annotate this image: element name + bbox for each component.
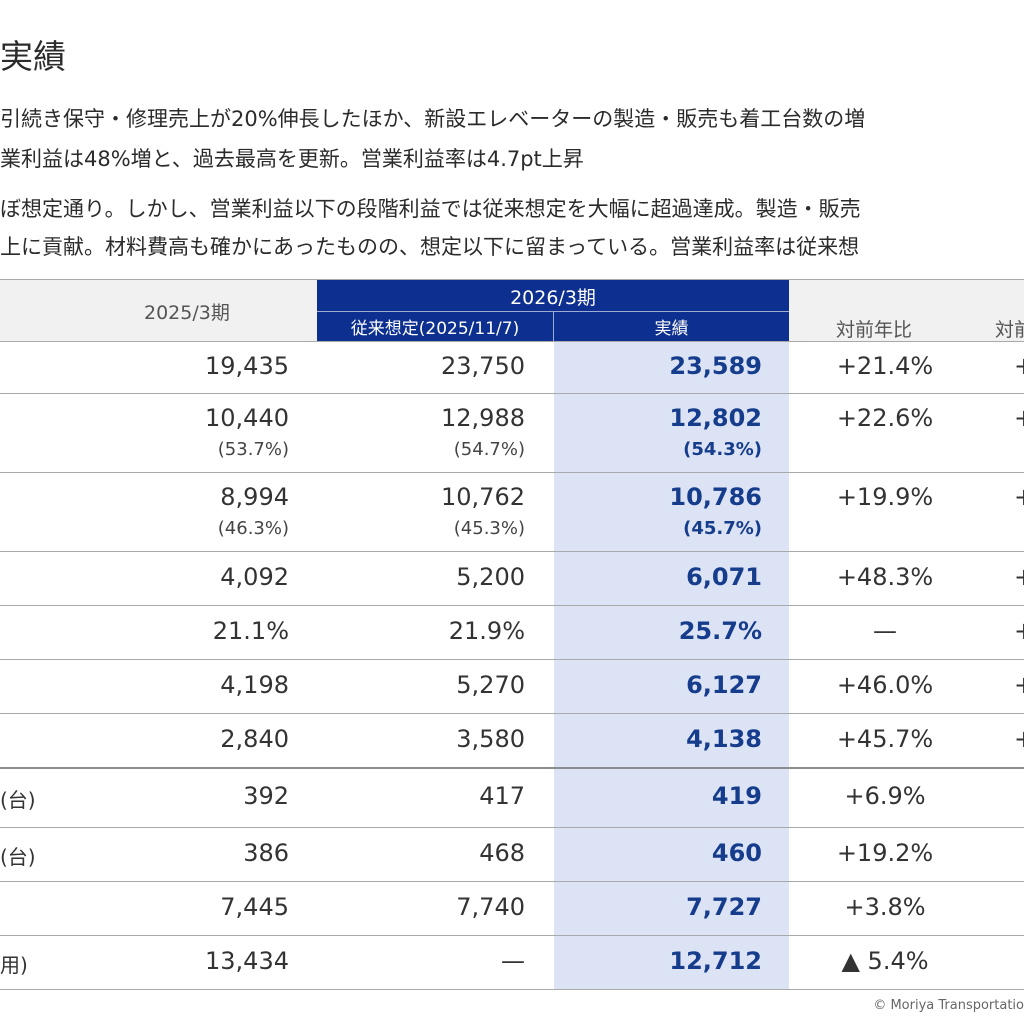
table-rule xyxy=(0,341,1024,342)
header-actual: 実績 xyxy=(654,319,689,339)
table-rule xyxy=(0,713,1024,714)
table-rule xyxy=(0,605,1024,606)
cell-yoy: — xyxy=(873,617,897,645)
header-forecast: 従来想定(2025/11/7) xyxy=(350,319,520,339)
cell-yoy: ▲ 5.4% xyxy=(841,947,929,975)
cell-yoy: +45.7% xyxy=(836,725,934,753)
copyright-footer: © Moriya Transportatio xyxy=(873,998,1024,1013)
header-current-year: 2026/3期 xyxy=(510,287,596,309)
cell-actual-ratio: (45.7%) xyxy=(683,518,762,539)
cell-prev-year: 19,435 xyxy=(205,352,289,380)
table-rule xyxy=(0,551,1024,552)
page-title: 実績 xyxy=(0,37,66,76)
cell-yoy: +48.3% xyxy=(836,563,934,591)
cell-actual: 23,589 xyxy=(669,352,762,380)
cell-actual: 6,127 xyxy=(686,671,762,699)
cell-forecast: 5,270 xyxy=(456,671,525,699)
header-prev-year: 2025/3期 xyxy=(144,302,230,324)
cell-forecast: 7,740 xyxy=(456,893,525,921)
cell-prev-year: 4,092 xyxy=(220,563,289,591)
summary-line-1: 引続き保守・修理売上が20%伸長したほか、新設エレベーターの製造・販売も着工台数… xyxy=(0,107,866,131)
cell-actual: 12,802 xyxy=(669,404,762,432)
header-divider xyxy=(317,311,789,312)
cell-actual-ratio: (54.3%) xyxy=(683,439,762,460)
table-rule xyxy=(0,279,1024,280)
cell-forecast-ratio: (54.7%) xyxy=(453,439,525,460)
row-label: (台) xyxy=(0,788,36,812)
cell-actual: 7,727 xyxy=(686,893,762,921)
cell-prev-year: 7,445 xyxy=(220,893,289,921)
cell-prev-year: 13,434 xyxy=(205,947,289,975)
summary-line-4: 上に貢献。材料費高も確かにあったものの、想定以下に留まっている。営業利益率は従来… xyxy=(0,235,860,259)
cell-forecast: 12,988 xyxy=(441,404,525,432)
cell-forecast: 10,762 xyxy=(441,483,525,511)
cell-forecast: 3,580 xyxy=(456,725,525,753)
cell-prev-year: 10,440 xyxy=(205,404,289,432)
cell-actual: 460 xyxy=(711,839,762,867)
cell-actual: 25.7% xyxy=(678,617,762,645)
cell-vs-forecast: + xyxy=(1014,404,1024,432)
cell-yoy: +19.9% xyxy=(836,483,934,511)
cell-prev-year: 21.1% xyxy=(212,617,289,645)
cell-actual: 12,712 xyxy=(669,947,762,975)
cell-forecast: — xyxy=(501,947,525,975)
cell-vs-forecast: + xyxy=(1014,563,1024,591)
row-label: 用) xyxy=(0,953,28,977)
table-rule xyxy=(0,827,1024,828)
cell-prev-year: 392 xyxy=(243,782,289,810)
summary-line-3: ぼ想定通り。しかし、営業利益以下の段階利益では従来想定を大幅に超過達成。製造・販… xyxy=(0,197,861,221)
cell-prev-year-ratio: (53.7%) xyxy=(217,439,289,460)
cell-yoy: +46.0% xyxy=(836,671,934,699)
table-rule xyxy=(0,393,1024,394)
cell-actual: 10,786 xyxy=(669,483,762,511)
cell-yoy: +22.6% xyxy=(836,404,934,432)
row-label: (台) xyxy=(0,845,36,869)
current-year-header: 2026/3期 従来想定(2025/11/7) 実績 xyxy=(317,279,789,341)
cell-actual: 6,071 xyxy=(686,563,762,591)
cell-forecast: 23,750 xyxy=(441,352,525,380)
table-rule xyxy=(0,935,1024,936)
table-rule xyxy=(0,881,1024,882)
cell-forecast: 5,200 xyxy=(456,563,525,591)
cell-yoy: +19.2% xyxy=(836,839,934,867)
cell-forecast: 21.9% xyxy=(448,617,525,645)
table-rule xyxy=(0,767,1024,769)
header-vs-forecast: 対前 xyxy=(995,319,1024,341)
cell-vs-forecast: + xyxy=(1014,483,1024,511)
cell-vs-forecast: + xyxy=(1014,671,1024,699)
cell-prev-year: 8,994 xyxy=(220,483,289,511)
cell-forecast: 417 xyxy=(479,782,525,810)
cell-actual: 4,138 xyxy=(686,725,762,753)
table-rule xyxy=(0,989,1024,990)
header-divider xyxy=(553,312,554,341)
cell-prev-year: 386 xyxy=(243,839,289,867)
cell-yoy: +3.8% xyxy=(844,893,926,921)
cell-vs-forecast: + xyxy=(1014,352,1024,380)
cell-yoy: +21.4% xyxy=(836,352,934,380)
table-rule xyxy=(0,659,1024,660)
table-rule xyxy=(0,472,1024,473)
cell-prev-year: 4,198 xyxy=(220,671,289,699)
cell-forecast: 468 xyxy=(479,839,525,867)
summary-line-2: 業利益は48%増と、過去最高を更新。営業利益率は4.7pt上昇 xyxy=(0,147,584,171)
header-yoy: 対前年比 xyxy=(836,319,913,341)
cell-vs-forecast: + xyxy=(1014,725,1024,753)
cell-forecast-ratio: (45.3%) xyxy=(453,518,525,539)
cell-prev-year: 2,840 xyxy=(220,725,289,753)
cell-yoy: +6.9% xyxy=(844,782,926,810)
cell-vs-forecast: + xyxy=(1014,617,1024,645)
cell-prev-year-ratio: (46.3%) xyxy=(217,518,289,539)
cell-actual: 419 xyxy=(711,782,762,810)
